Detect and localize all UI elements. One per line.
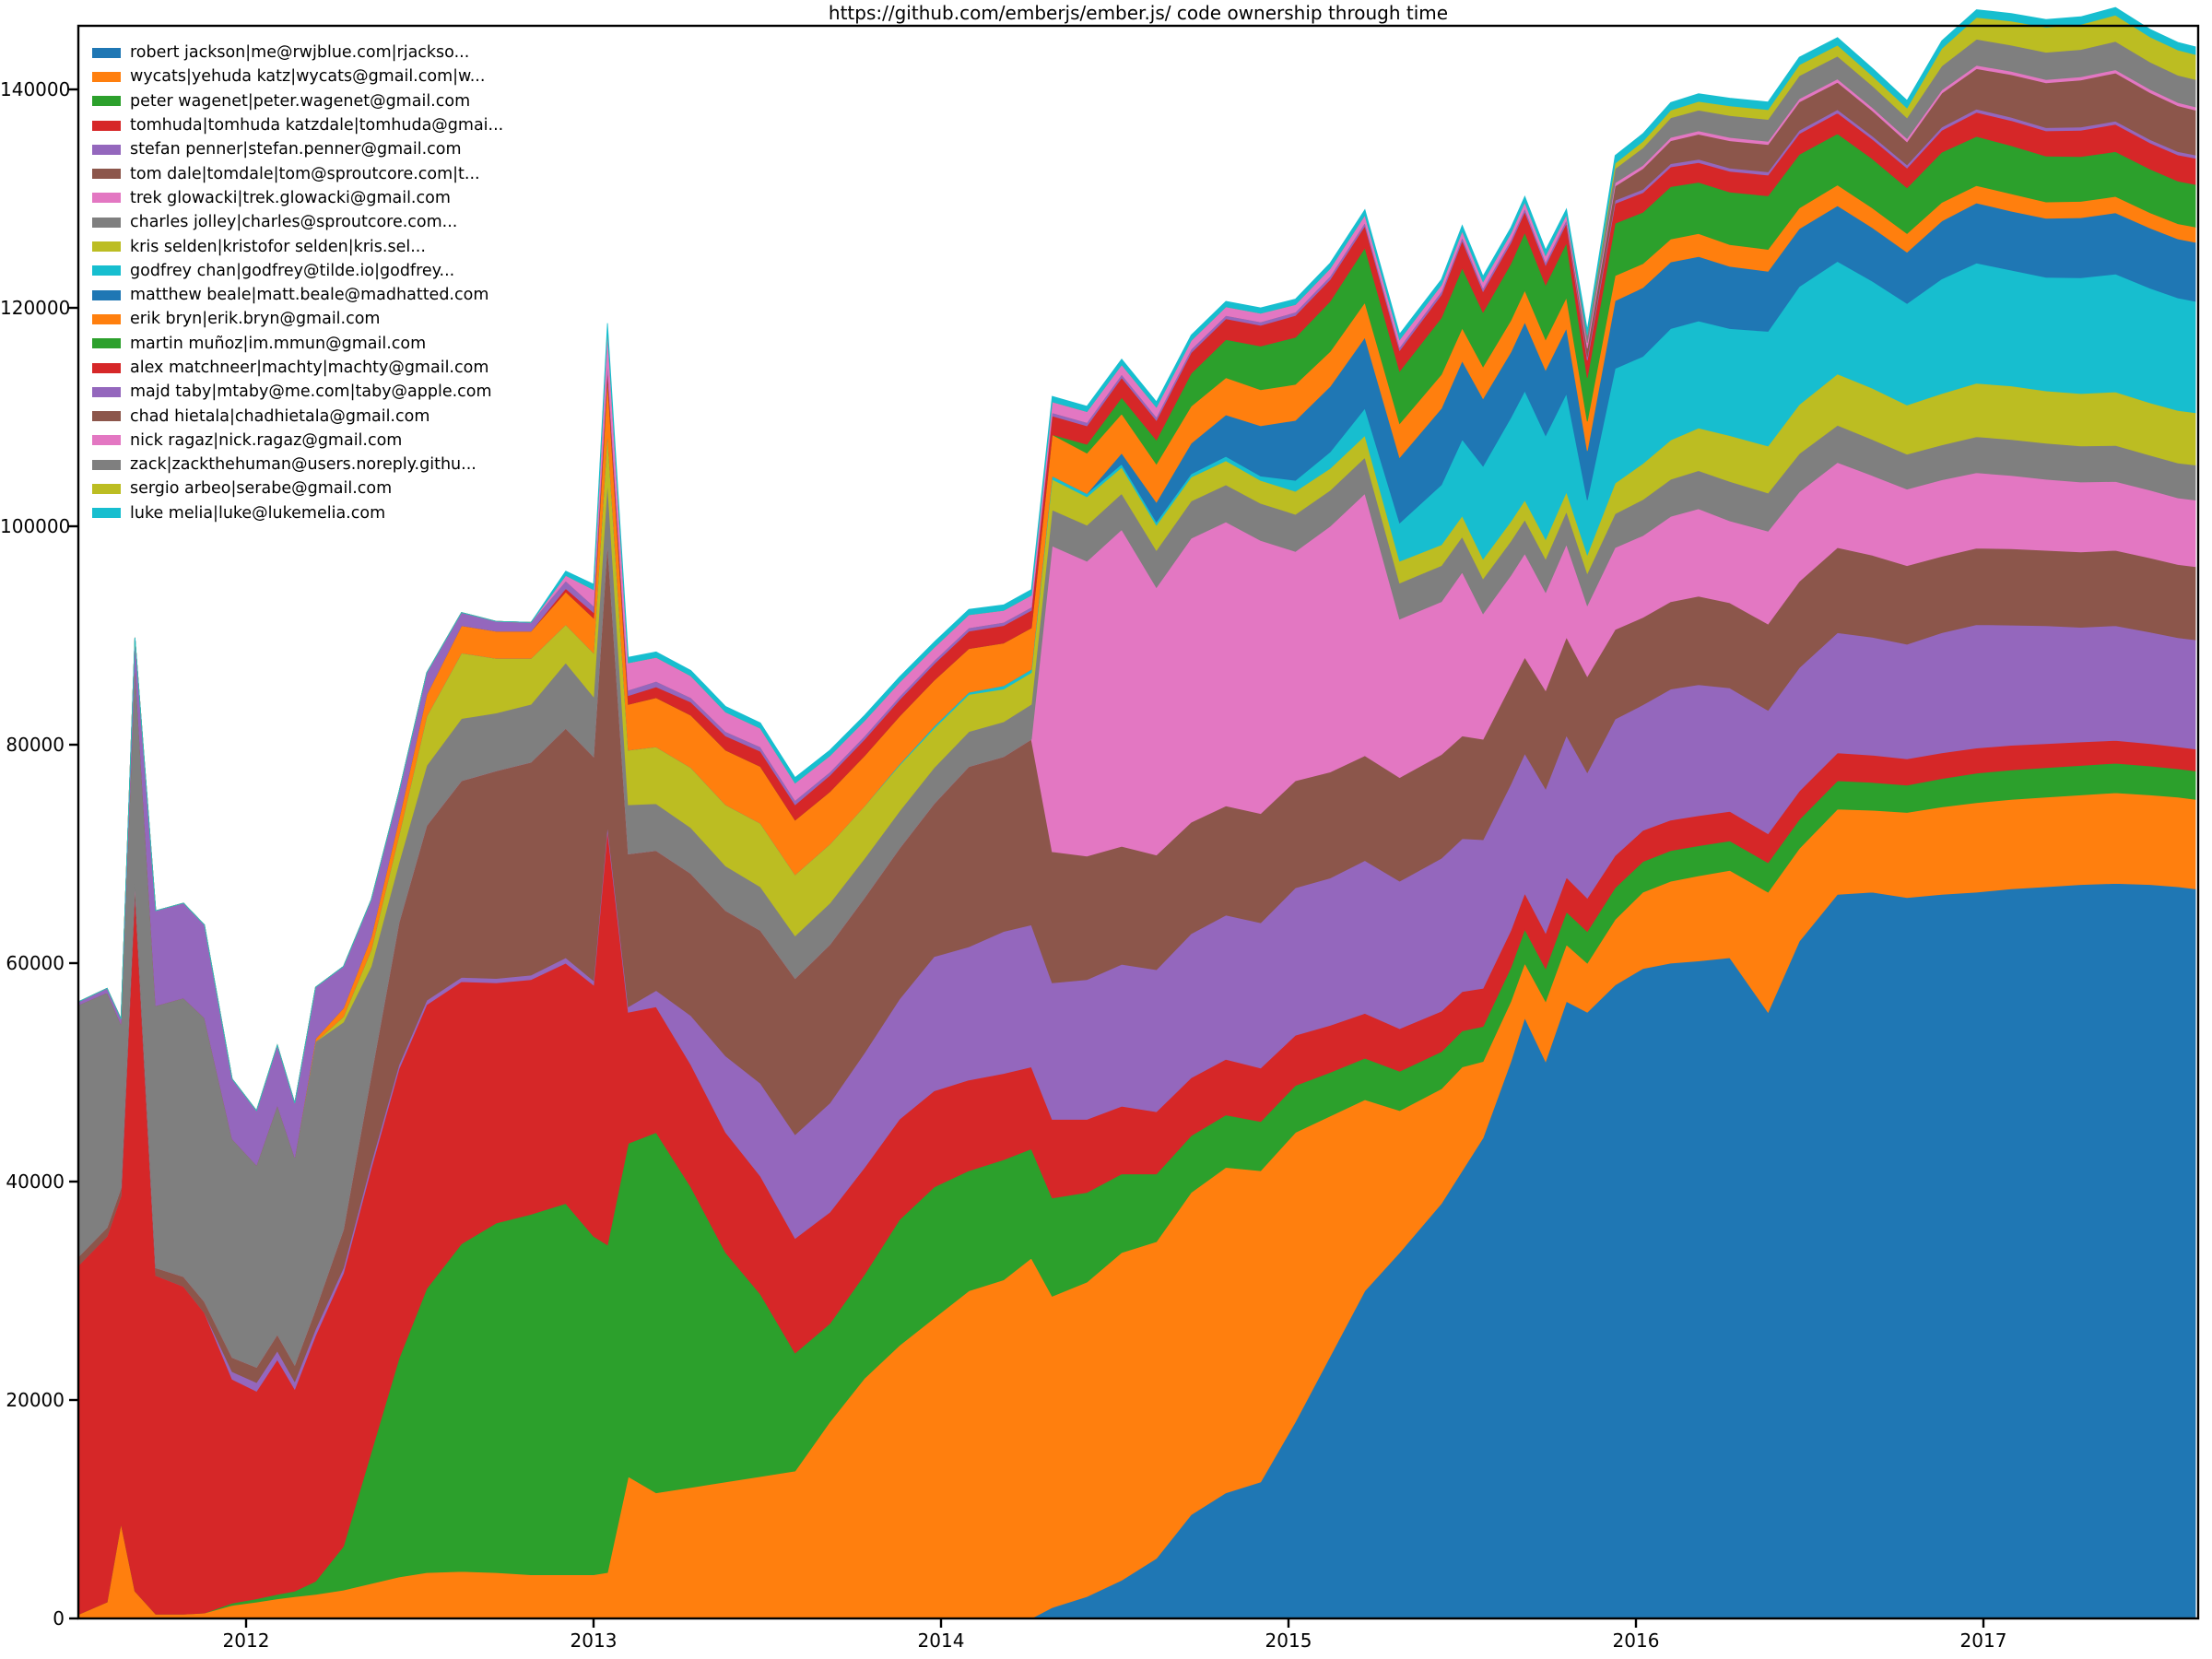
legend-item: tom dale|tomdale|tom@sproutcore.com|t... [92,161,503,185]
legend-item: stefan penner|stefan.penner@gmail.com [92,137,503,161]
legend-item: sergio arbeo|serabe@gmail.com [92,477,503,500]
legend-item: trek glowacki|trek.glowacki@gmail.com [92,186,503,210]
legend-label: luke melia|luke@lukemelia.com [130,503,386,523]
plot-border [76,24,2200,1620]
legend-swatch [92,362,121,373]
legend-label: zack|zackthehuman@users.noreply.githu... [130,455,477,475]
legend-label: alex matchneer|machty|machty@gmail.com [130,359,489,377]
legend: robert jackson|me@rwjblue.com|rjackso...… [92,41,503,525]
legend-label: charles jolley|charles@sproutcore.com... [130,213,458,232]
legend-label: trek glowacki|trek.glowacki@gmail.com [130,188,451,207]
legend-item: majd taby|mtaby@me.com|taby@apple.com [92,380,503,404]
legend-label: stefan penner|stefan.penner@gmail.com [130,140,462,159]
legend-swatch [92,338,121,349]
legend-swatch [92,483,121,494]
x-tick-label: 2017 [1959,1630,2007,1652]
y-tick-label: 40000 [6,1171,65,1193]
legend-item: chad hietala|chadhietala@gmail.com [92,404,503,428]
legend-item: tomhuda|tomhuda katzdale|tomhuda@gmai... [92,113,503,137]
legend-label: tomhuda|tomhuda katzdale|tomhuda@gmai... [130,116,504,135]
legend-swatch [92,459,121,470]
x-tick-label: 2015 [1265,1630,1312,1652]
legend-swatch [92,241,121,253]
legend-swatch [92,120,121,131]
legend-label: peter wagenet|peter.wagenet@gmail.com [130,91,471,111]
legend-label: sergio arbeo|serabe@gmail.com [130,479,393,499]
legend-label: godfrey chan|godfrey@tilde.io|godfrey... [130,261,455,280]
legend-label: martin muñoz|im.mmun@gmail.com [130,334,427,353]
legend-swatch [92,144,121,155]
legend-item: nick ragaz|nick.ragaz@gmail.com [92,429,503,453]
area-series [78,6,2196,1112]
legend-swatch [92,217,121,228]
legend-label: nick ragaz|nick.ragaz@gmail.com [130,430,403,450]
y-tick-label: 80000 [6,734,65,756]
legend-item: erik bryn|erik.bryn@gmail.com [92,307,503,331]
x-tick-label: 2012 [222,1630,270,1652]
x-tick-label: 2013 [570,1630,618,1652]
legend-label: chad hietala|chadhietala@gmail.com [130,406,430,426]
legend-swatch [92,193,121,204]
legend-label: matthew beale|matt.beale@madhatted.com [130,286,489,305]
x-tick-label: 2016 [1612,1630,1660,1652]
legend-label: robert jackson|me@rwjblue.com|rjackso... [130,43,470,63]
legend-swatch [92,435,121,446]
legend-swatch [92,386,121,397]
legend-item: luke melia|luke@lukemelia.com [92,501,503,525]
y-tick-label: 0 [53,1607,65,1630]
legend-item: peter wagenet|peter.wagenet@gmail.com [92,89,503,113]
legend-label: majd taby|mtaby@me.com|taby@apple.com [130,382,492,402]
legend-item: godfrey chan|godfrey@tilde.io|godfrey... [92,259,503,283]
legend-swatch [92,313,121,324]
legend-swatch [92,71,121,82]
y-tick-label: 140000 [0,78,71,100]
legend-label: erik bryn|erik.bryn@gmail.com [130,310,381,329]
legend-item: matthew beale|matt.beale@madhatted.com [92,283,503,307]
x-tick-label: 2014 [917,1630,965,1652]
y-tick-label: 120000 [0,297,71,319]
legend-item: charles jolley|charles@sproutcore.com... [92,210,503,234]
legend-item: zack|zackthehuman@users.noreply.githu... [92,453,503,477]
chart-title: https://github.com/emberjs/ember.js/ cod… [828,2,1449,24]
legend-swatch [92,96,121,107]
legend-item: robert jackson|me@rwjblue.com|rjackso... [92,41,503,65]
legend-swatch [92,169,121,180]
y-tick-label: 60000 [6,952,65,974]
legend-item: wycats|yehuda katz|wycats@gmail.com|w... [92,65,503,88]
legend-label: tom dale|tomdale|tom@sproutcore.com|t... [130,164,480,183]
legend-swatch [92,289,121,300]
axis-tick-marks [69,88,1985,1628]
legend-swatch [92,265,121,276]
legend-item: martin muñoz|im.mmun@gmail.com [92,332,503,356]
y-tick-label: 100000 [0,515,71,537]
legend-swatch [92,508,121,519]
legend-label: kris selden|kristofor selden|kris.sel... [130,237,426,256]
legend-item: alex matchneer|machty|machty@gmail.com [92,356,503,380]
stacked-areas [78,6,2196,1619]
legend-label: wycats|yehuda katz|wycats@gmail.com|w... [130,67,486,87]
legend-swatch [92,411,121,422]
y-tick-label: 20000 [6,1389,65,1411]
legend-swatch [92,47,121,58]
legend-item: kris selden|kristofor selden|kris.sel... [92,234,503,258]
